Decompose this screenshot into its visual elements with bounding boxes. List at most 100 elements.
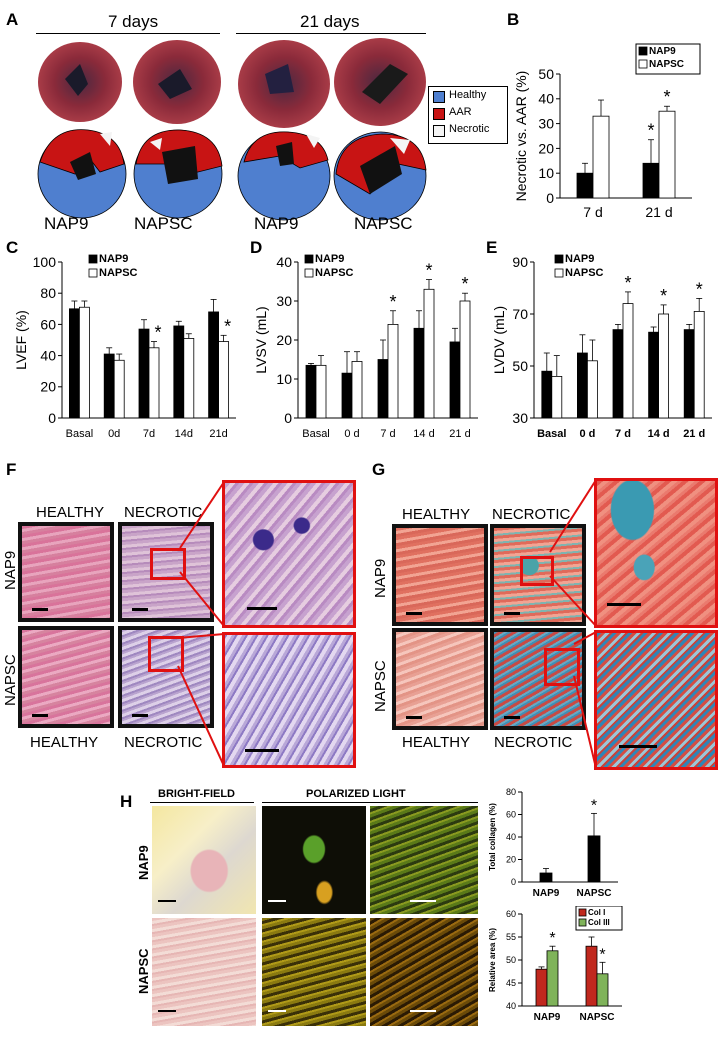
g-napsc-healthy-image [392, 628, 488, 730]
legend-swatch-nap9 [88, 254, 98, 264]
chart-e-lvdv: 30 50 70 90 LVDV (mL) Basal 0 d * 7 d * 14 d * 21 d N… [492, 252, 712, 440]
h-nap9-polarized-image-2 [370, 806, 478, 914]
significance-star: * [660, 286, 667, 306]
y-tick-label: 40 [538, 91, 554, 107]
y-tick-label: 80 [506, 787, 516, 797]
f-zoom-connectors [177, 481, 225, 767]
y-axis-label: LVDV (mL) [492, 306, 507, 374]
bar-napsc-7-d [622, 303, 634, 419]
y-tick-label: 20 [276, 332, 292, 348]
legend-swatch-col-i [578, 908, 587, 917]
f-col-necrotic-top: NECROTIC [124, 504, 203, 521]
f-zoom-box-nap9 [150, 548, 186, 580]
heart-sections-figure [37, 38, 427, 221]
heart-photo-napsc-21d [334, 38, 426, 126]
y-tick-label: 20 [40, 379, 56, 395]
h-nap9-brightfield-image [152, 806, 256, 914]
legend-label-col-i: Col I [588, 908, 605, 917]
heart-photo-nap9-7d [38, 42, 122, 122]
panel-letter-g: G [372, 460, 386, 479]
g-nap9-zoom-image [594, 478, 718, 628]
legend-label-nap9: NAP9 [565, 253, 594, 265]
x-tick-label: 21 d [449, 428, 470, 440]
g-napsc-necrotic-image [490, 628, 586, 730]
legend-swatch-nap9 [638, 46, 648, 56]
scale-bar [247, 607, 277, 610]
significance-star: * [549, 930, 555, 947]
legend-swatch-napsc [88, 268, 98, 278]
x-tick-label: 0d [108, 428, 120, 440]
y-tick-label: 50 [506, 955, 516, 965]
y-tick-label: 60 [506, 909, 516, 919]
h-nap9-polarized-image-1 [262, 806, 366, 914]
scale-bar [245, 749, 279, 752]
scale-bar [410, 1010, 436, 1012]
g-zoom-box-napsc [544, 648, 580, 686]
scale-bar [607, 603, 641, 606]
panel-letter-f: F [6, 460, 17, 479]
legend-label-aar: AAR [449, 106, 472, 118]
scale-bar [410, 900, 436, 902]
x-tick-label: Basal [66, 428, 94, 440]
x-tick-label: NAP9 [534, 1012, 561, 1023]
legend-label-napsc: NAPSC [315, 267, 354, 279]
f-nap9-healthy-image-lower [18, 626, 114, 728]
g-col-necrotic-top: NECROTIC [492, 506, 571, 523]
h-row-nap9: NAP9 [136, 845, 151, 880]
legend-swatch-necrotic [433, 125, 445, 137]
group-label-nap9-7d: NAP9 [44, 214, 89, 233]
y-tick-label: 70 [512, 306, 528, 322]
h-row-napsc: NAPSC [136, 948, 151, 994]
scale-bar [132, 608, 148, 611]
x-tick-label: 7d [143, 428, 155, 440]
y-tick-label: 90 [512, 254, 528, 270]
y-tick-label: 55 [506, 932, 516, 942]
legend-label-napsc: NAPSC [649, 59, 684, 70]
x-tick-label: 14 d [648, 428, 670, 440]
x-tick-label: NAPSC [579, 1012, 614, 1023]
heart-photo-napsc-7d [133, 40, 221, 124]
x-tick-label: Basal [302, 428, 330, 440]
time-divider-21-days [236, 33, 426, 34]
bar-napsc-basal [315, 364, 327, 419]
scale-bar [406, 612, 422, 615]
h-napsc-polarized-image-1 [262, 918, 366, 1026]
y-axis-label: LVSV (mL) [254, 306, 269, 373]
panel-letter-h: H [120, 792, 133, 811]
panel-letter-b: B [507, 10, 520, 29]
scale-bar [268, 1010, 286, 1012]
x-tick-label: 21 d [683, 428, 705, 440]
h-napsc-polarized-image-2 [370, 918, 478, 1026]
legend-label-necrotic: Necrotic [449, 123, 490, 135]
x-tick-label: 21d [209, 428, 227, 440]
group-label-napsc-21d: NAPSC [354, 214, 413, 233]
group-label-nap9-21d: NAP9 [254, 214, 299, 233]
f-nap9-necrotic-image [118, 522, 214, 622]
panel-letter-e: E [486, 238, 498, 257]
x-tick-label: 0 d [344, 428, 359, 440]
significance-star: * [696, 279, 703, 299]
chart-d-lvsv: 0 10 20 30 40 LVSV (mL) Basal 0 d * 7 d * 14 d * 21 d… [254, 252, 478, 440]
significance-star: * [425, 261, 432, 281]
scale-bar [619, 745, 657, 748]
x-tick-label: 0 d [579, 428, 595, 440]
scale-bar [504, 716, 520, 719]
x-tick-label: Basal [537, 428, 566, 440]
time-label-21-days: 21 days [300, 12, 360, 31]
significance-star: * [224, 316, 231, 336]
y-tick-label: 0 [284, 410, 292, 426]
g-nap9-healthy-image [392, 524, 488, 626]
time-divider-7-days [36, 33, 220, 34]
scale-bar [132, 714, 148, 717]
scale-bar [32, 714, 48, 717]
g-col-healthy-top: HEALTHY [402, 506, 471, 523]
g-zoom-connectors [549, 479, 597, 769]
g-napsc-zoom-image [594, 630, 718, 770]
y-tick-label: 30 [276, 293, 292, 309]
y-tick-label: 40 [276, 254, 292, 270]
y-tick-label: 20 [506, 855, 516, 865]
f-nap9-healthy-image [18, 522, 114, 622]
y-tick-label: 30 [512, 410, 528, 426]
y-tick-label: 20 [538, 140, 554, 156]
bar-napsc-0-d [351, 361, 363, 419]
